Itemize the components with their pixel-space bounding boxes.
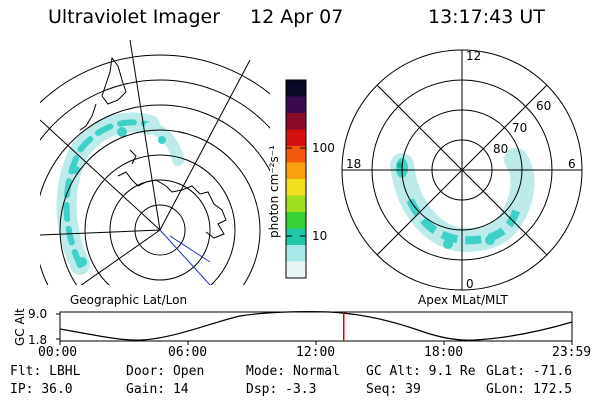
mlt-label-12: 12	[466, 49, 481, 63]
info-door-label: Door:	[126, 364, 166, 379]
info-gcalt-value: 9.1 Re	[428, 364, 476, 379]
coastline	[79, 56, 227, 239]
colorbar-segment	[286, 80, 306, 97]
colorbar-segment	[286, 212, 306, 229]
mlat-label-70: 70	[512, 121, 527, 135]
info-glon-value: 172.5	[532, 382, 573, 397]
info-flt-value: LBHL	[49, 364, 81, 379]
header-date: 12 Apr 07	[250, 6, 344, 28]
info-seq-value: 39	[405, 382, 421, 397]
apex-aurora-oval	[390, 148, 535, 253]
colorbar-segment	[286, 146, 306, 163]
altitude-curve	[59, 311, 573, 341]
info-flt: Flt: LBHL	[10, 364, 80, 379]
altitude-xtick-1800: 18:00	[424, 345, 464, 360]
info-glon: GLon: 172.5	[486, 382, 572, 397]
colorbar-segment	[286, 261, 306, 279]
info-dsp-label: Dsp:	[246, 382, 278, 397]
geographic-caption: Geographic Lat/Lon	[70, 293, 188, 307]
info-mode-value: Normal	[292, 364, 340, 379]
colorbar-segment	[286, 129, 306, 147]
colorbar-segment	[286, 162, 306, 180]
altitude-plot	[56, 311, 573, 345]
info-gain: Gain: 14	[126, 382, 189, 397]
colorbar-segment	[286, 96, 306, 114]
altitude-xtick-1200: 12:00	[296, 345, 336, 360]
geographic-map	[40, 40, 270, 285]
altitude-ytick-marks	[56, 313, 60, 340]
app-title: Ultraviolet Imager	[48, 6, 221, 28]
geo-meridians	[40, 40, 251, 285]
info-gcalt-label: GC Alt:	[366, 364, 421, 379]
info-seq: Seq: 39	[366, 382, 421, 397]
altitude-ytick-9: 9.0	[28, 307, 47, 321]
info-seq-label: Seq:	[366, 382, 398, 397]
altitude-ylabel: GC Alt	[13, 308, 27, 346]
apex-caption: Apex MLat/MLT	[418, 293, 508, 307]
colorbar-ticks	[286, 147, 306, 237]
altitude-ytick-1-8: 1.8	[28, 333, 47, 347]
info-glat: GLat: -71.6	[486, 364, 572, 379]
colorbar-tick-100: 100	[312, 141, 335, 155]
info-flt-label: Flt:	[10, 364, 42, 379]
colorbar-tick-10: 10	[312, 229, 327, 243]
info-gain-value: 14	[172, 382, 189, 397]
apex-mlt-lines	[342, 50, 582, 290]
colorbar-segment	[286, 195, 306, 213]
colorbar-segment	[286, 179, 306, 196]
altitude-xtick-0000: 00:00	[38, 345, 78, 360]
altitude-xtick-0600: 06:00	[168, 345, 208, 360]
apex-polar-plot: 12 0 18 6 60 70 80	[341, 49, 583, 291]
info-glon-label: GLon:	[486, 382, 526, 397]
altitude-xtick-marks	[59, 341, 573, 345]
mlt-label-18: 18	[346, 157, 361, 171]
colorbar-unit-label: photon cm⁻²s⁻¹	[267, 145, 281, 238]
info-door: Door: Open	[126, 364, 204, 379]
info-ip-label: IP:	[10, 382, 34, 397]
info-glat-label: GLat:	[486, 364, 526, 379]
mlt-label-0: 0	[466, 277, 474, 291]
mlat-label-80: 80	[493, 142, 508, 156]
geo-latitude-circles	[40, 54, 270, 285]
colorbar-border	[285, 79, 307, 279]
colorbar-segment	[286, 228, 306, 246]
info-dsp: Dsp: -3.3	[246, 382, 316, 397]
colorbar-segment	[286, 245, 306, 262]
geo-aurora-oval	[56, 112, 184, 275]
info-ip-value: 36.0	[41, 382, 73, 397]
info-door-value: Open	[172, 364, 205, 379]
info-mode-label: Mode:	[246, 364, 286, 379]
colorbar	[285, 79, 307, 279]
info-glat-value: -71.6	[532, 364, 573, 379]
info-ip: IP: 36.0	[10, 382, 73, 397]
header-time: 13:17:43 UT	[428, 6, 545, 28]
info-gain-label: Gain:	[126, 382, 166, 397]
info-dsp-value: -3.3	[285, 382, 317, 397]
mlat-label-60: 60	[536, 99, 551, 113]
colorbar-segment	[286, 113, 306, 130]
info-mode: Mode: Normal	[246, 364, 340, 379]
mlt-label-6: 6	[568, 157, 576, 171]
ground-track	[159, 229, 211, 285]
altitude-xtick-2359: 23:59	[552, 345, 592, 360]
info-gcalt: GC Alt: 9.1 Re	[366, 364, 476, 379]
